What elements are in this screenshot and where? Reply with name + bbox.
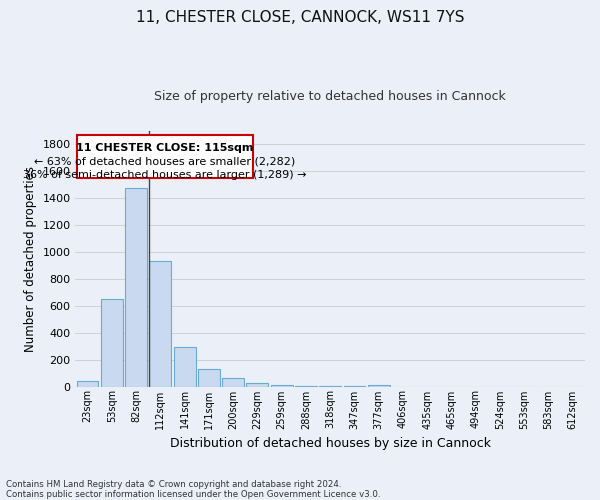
Text: ← 63% of detached houses are smaller (2,282): ← 63% of detached houses are smaller (2,…: [34, 157, 295, 167]
Y-axis label: Number of detached properties: Number of detached properties: [24, 166, 37, 352]
Bar: [271, 385, 293, 386]
Bar: [198, 369, 220, 386]
Bar: [77, 134, 253, 178]
Text: 36% of semi-detached houses are larger (1,289) →: 36% of semi-detached houses are larger (…: [23, 170, 307, 180]
Bar: [222, 378, 244, 386]
X-axis label: Distribution of detached houses by size in Cannock: Distribution of detached houses by size …: [170, 437, 491, 450]
Text: Contains HM Land Registry data © Crown copyright and database right 2024.: Contains HM Land Registry data © Crown c…: [6, 480, 341, 489]
Bar: [125, 188, 147, 386]
Text: Contains public sector information licensed under the Open Government Licence v3: Contains public sector information licen…: [6, 490, 380, 499]
Bar: [247, 383, 268, 386]
Text: 11, CHESTER CLOSE, CANNOCK, WS11 7YS: 11, CHESTER CLOSE, CANNOCK, WS11 7YS: [136, 10, 464, 25]
Title: Size of property relative to detached houses in Cannock: Size of property relative to detached ho…: [154, 90, 506, 103]
Bar: [101, 299, 122, 386]
Bar: [149, 260, 171, 386]
Bar: [368, 385, 389, 386]
Bar: [173, 348, 196, 387]
Bar: [77, 381, 98, 386]
Text: 11 CHESTER CLOSE: 115sqm: 11 CHESTER CLOSE: 115sqm: [76, 142, 253, 152]
